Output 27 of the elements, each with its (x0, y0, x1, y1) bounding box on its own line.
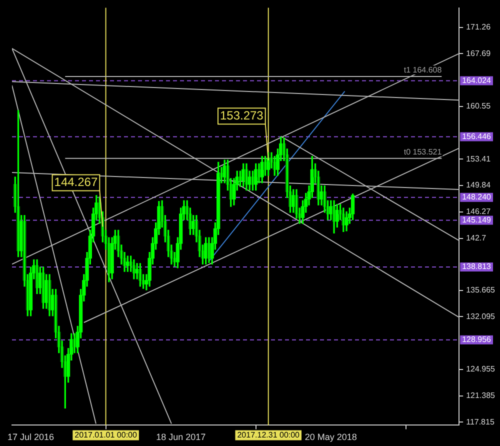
annotation: t0 153.521 (404, 148, 442, 157)
ref-line-label: 148.240 (462, 192, 492, 202)
y-tick-label: 160.55 (466, 102, 492, 111)
y-tick-label: 117.815 (466, 417, 495, 426)
y-tick-label: 142.7 (466, 233, 487, 242)
x-tick-label: 18 Jun 2017 (156, 432, 206, 442)
y-tick-label: 153.41 (466, 154, 492, 164)
y-tick-label: 167.69 (466, 48, 492, 58)
ref-line-label: 128.956 (462, 335, 492, 344)
annotation: 153.273 (220, 108, 264, 122)
annotation: t1 164.608 (404, 66, 442, 75)
ref-line-label: 164.024 (462, 76, 492, 85)
y-tick-label: 121.385 (466, 390, 496, 400)
ref-line-label: 138.813 (462, 262, 492, 272)
y-tick-label: 149.84 (466, 180, 492, 190)
x-tick-label: 20 May 2018 (304, 432, 357, 442)
y-tick-label: 146.27 (466, 207, 492, 216)
ref-line-label: 2017.12.31 00:00 (237, 430, 300, 440)
x-tick-label: 17 Jul 2016 (7, 432, 54, 442)
y-tick-label: 132.095 (466, 312, 496, 321)
ref-line-label: 156.446 (462, 132, 492, 141)
ref-line-label: 2017.01.01 00:00 (74, 430, 138, 440)
y-tick-label: 124.955 (466, 364, 496, 374)
ref-line-label: 145.149 (462, 215, 492, 224)
annotation: 144.267 (54, 175, 98, 190)
y-tick-label: 171.26 (466, 22, 492, 32)
y-tick-label: 135.665 (466, 285, 496, 294)
